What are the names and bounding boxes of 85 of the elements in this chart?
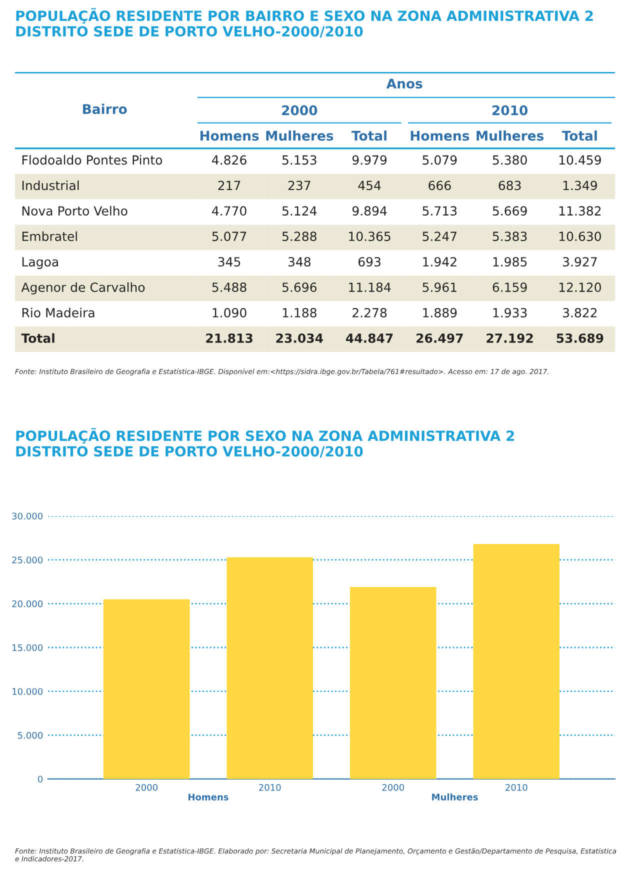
data-label: 9.894 <box>352 206 387 216</box>
data-label: 666 <box>428 180 451 190</box>
data-label: 23.034 <box>276 333 323 343</box>
data-label: 345 <box>218 257 240 267</box>
data-label: 5.247 <box>422 232 456 242</box>
bar <box>103 599 190 779</box>
x-tick-label: 2000 <box>382 784 404 791</box>
text: Anos <box>386 78 422 89</box>
data-label: 1.188 <box>282 308 316 318</box>
y-tick-label: 25.000 <box>12 556 43 564</box>
data-label: 3.822 <box>562 308 597 318</box>
data-label: 1.090 <box>212 308 246 318</box>
x-tick-label: 2010 <box>259 784 281 791</box>
data-label: 44.847 <box>346 333 393 343</box>
y-tick-label: Industrial <box>22 180 79 190</box>
x-tick-label: Homens <box>410 130 470 141</box>
data-label: 5.696 <box>282 282 317 292</box>
x-tick-label: Mulheres <box>266 130 334 141</box>
data-label: 237 <box>288 180 310 190</box>
data-label: 5.961 <box>422 282 456 292</box>
text: Mulheres <box>432 793 478 800</box>
data-label: 1.942 <box>423 257 456 267</box>
bar <box>473 544 560 779</box>
text: Homens <box>188 794 228 800</box>
data-label: 5.669 <box>492 206 527 216</box>
bar <box>350 587 436 779</box>
data-label: 5.713 <box>422 206 457 216</box>
data-label: 1.985 <box>493 257 527 267</box>
data-label: 11.382 <box>559 206 601 216</box>
data-label: 2.278 <box>352 308 387 318</box>
x-tick-label: 2000 <box>136 784 158 791</box>
data-label: 217 <box>218 180 240 190</box>
data-label: 5.153 <box>282 155 316 165</box>
data-label: 12.120 <box>559 282 601 292</box>
y-tick-label: 5.000 <box>18 732 43 739</box>
x-tick-label: Total <box>352 130 386 141</box>
y-tick-label: 0 <box>38 776 43 783</box>
data-label: 26.497 <box>416 333 463 343</box>
data-label: 10.365 <box>349 232 390 242</box>
text: Bairro <box>83 104 127 114</box>
y-tick-label: Lagoa <box>22 257 58 269</box>
x-tick-label: Mulheres <box>476 130 544 141</box>
bar <box>226 557 314 779</box>
data-label: 3.927 <box>562 257 597 267</box>
y-tick-label: 30.000 <box>12 512 43 520</box>
data-label: 53.689 <box>556 333 604 343</box>
data-label: 5.380 <box>492 155 527 165</box>
data-label: 1.889 <box>423 308 457 318</box>
x-tick-label: 2010 <box>506 784 528 791</box>
data-label: 5.488 <box>212 282 246 292</box>
data-label: 4.770 <box>212 206 246 216</box>
data-label: 1.933 <box>493 308 527 318</box>
data-label: 5.124 <box>282 206 317 216</box>
y-tick-label: Flodoaldo Pontes Pinto <box>22 155 162 165</box>
data-label: 454 <box>358 180 381 190</box>
data-label: 5.383 <box>492 232 527 242</box>
text: 2000 <box>282 105 318 116</box>
data-label: 4.826 <box>212 155 246 165</box>
data-label: 348 <box>288 257 310 267</box>
data-label: 683 <box>498 180 521 190</box>
y-tick-label: Total <box>21 333 54 343</box>
y-tick-label: Nova Porto Velho <box>22 206 128 216</box>
text: 2010 <box>492 105 528 116</box>
x-tick-label: Total <box>562 130 597 141</box>
data-label: 5.077 <box>212 232 246 242</box>
data-label: 10.459 <box>559 155 601 165</box>
data-label: 6.159 <box>492 282 527 292</box>
y-tick-label: 10.000 <box>12 688 43 695</box>
y-tick-label: 15.000 <box>12 644 43 652</box>
y-tick-label: Embratel <box>22 231 77 242</box>
data-label: 5.288 <box>282 232 316 242</box>
data-label: 27.192 <box>486 333 533 343</box>
data-label: 9.979 <box>352 155 387 165</box>
data-label: 10.630 <box>559 232 601 242</box>
data-label: 1.349 <box>563 180 597 190</box>
chart-title: POPULAÇÃO RESIDENTE POR BAIRRO E SEXO NA ZONA ADMINISTRATIVA 2 DISTRITO SEDE DE PORTO VELHO-2000/2010 <box>16 8 593 38</box>
chart-title: POPULAÇÃO RESIDENTE POR SEXO NA ZONA ADMINISTRATIVA 2 DISTRITO SEDE DE PORTO VELHO-2000/2010 <box>16 428 514 458</box>
x-tick-label: Homens <box>200 130 259 141</box>
data-label: 5.079 <box>422 155 457 165</box>
data-label: 21.813 <box>206 333 252 343</box>
data-label: 11.184 <box>349 282 391 292</box>
y-tick-label: Agenor de Carvalho <box>21 282 145 294</box>
data-label: 693 <box>358 257 380 267</box>
y-tick-label: 20.000 <box>12 600 43 608</box>
y-tick-label: Rio Madeira <box>22 308 94 318</box>
